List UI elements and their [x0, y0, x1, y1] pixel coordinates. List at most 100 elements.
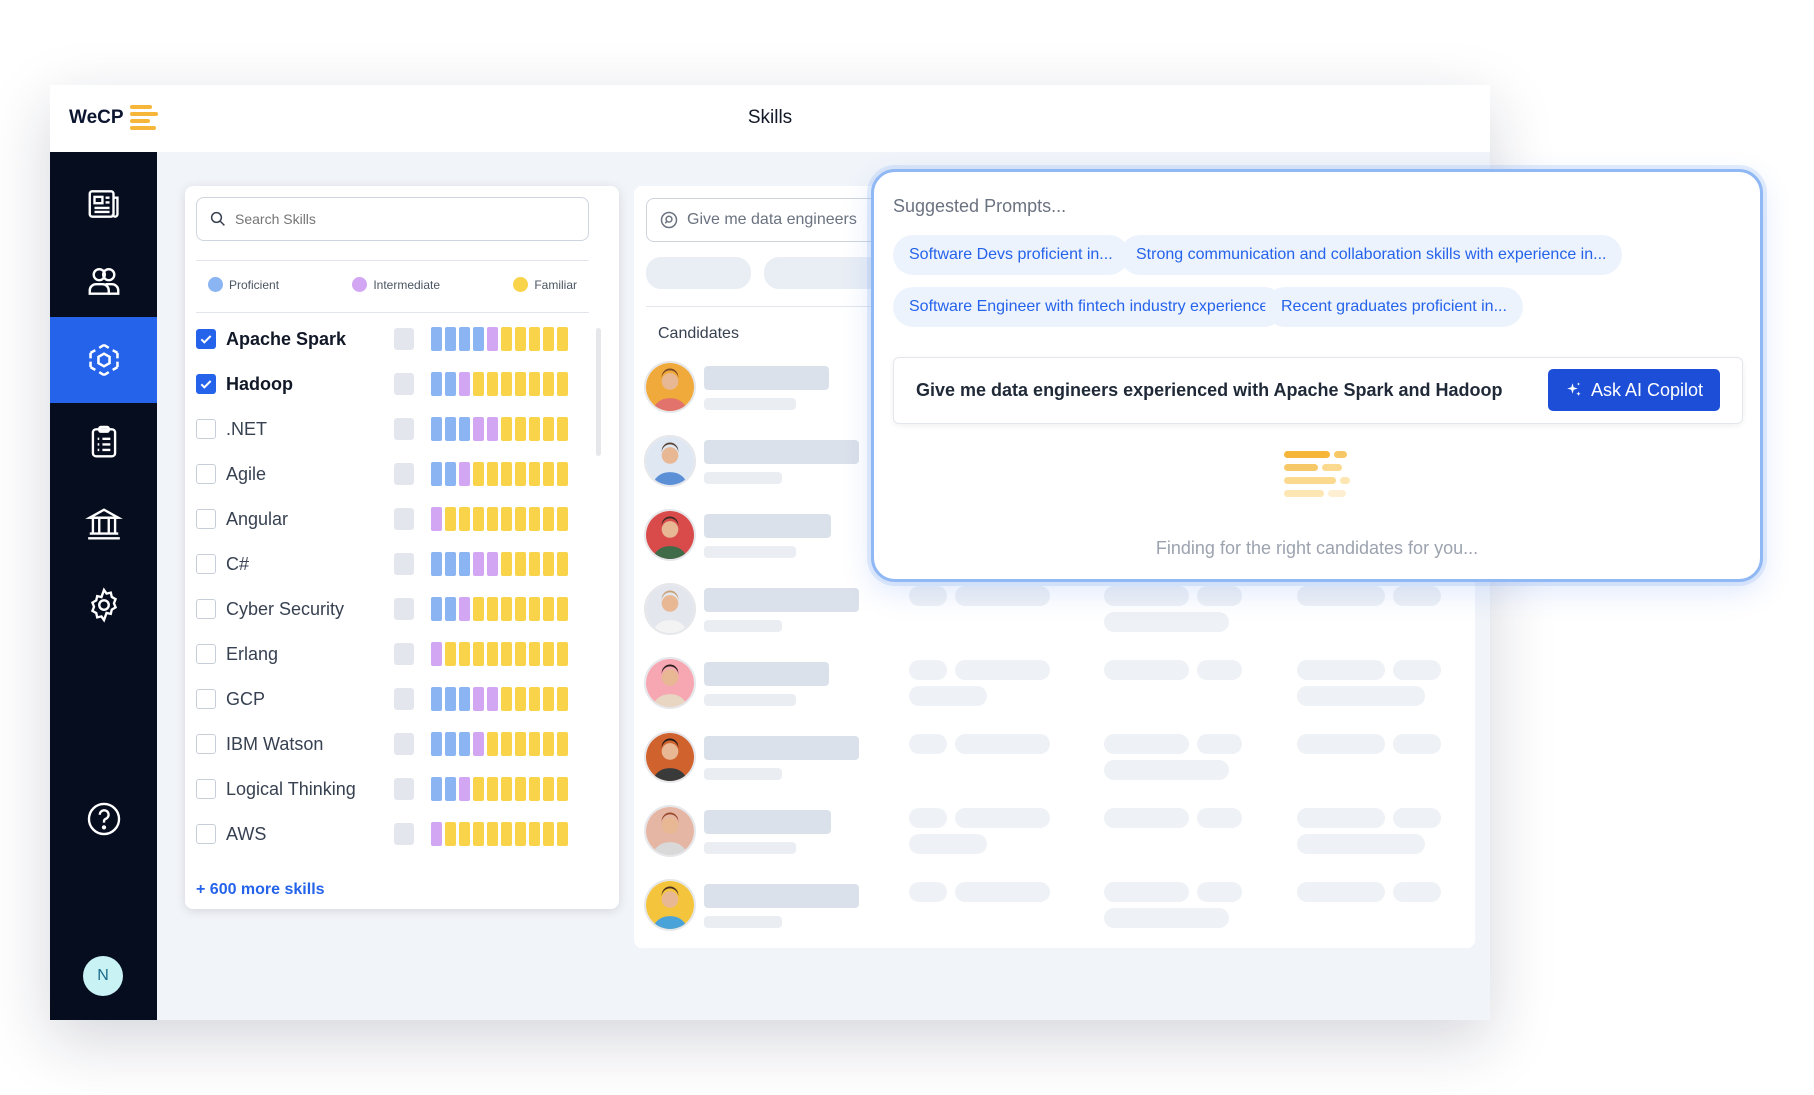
skills-search-input[interactable]: [235, 211, 535, 227]
skill-checkbox[interactable]: [196, 374, 216, 394]
skills-search-box[interactable]: [196, 197, 589, 241]
candidate-avatar[interactable]: [644, 879, 696, 931]
skill-level-toggle[interactable]: [394, 778, 414, 800]
level-segment: [529, 732, 540, 756]
skill-level-toggle[interactable]: [394, 373, 414, 395]
level-segment: [557, 822, 568, 846]
skill-name: Erlang: [226, 643, 279, 664]
candidate-avatar[interactable]: [644, 583, 696, 635]
skill-row[interactable]: Logical Thinking: [196, 774, 606, 804]
skill-checkbox[interactable]: [196, 734, 216, 754]
level-segment: [445, 642, 456, 666]
candidate-detail-placeholder: [909, 660, 947, 680]
skill-level-toggle[interactable]: [394, 508, 414, 530]
candidate-search-box[interactable]: Give me data engineers: [646, 198, 896, 242]
more-skills-link[interactable]: + 600 more skills: [196, 881, 325, 898]
candidate-avatar[interactable]: [644, 361, 696, 413]
skill-level-toggle[interactable]: [394, 823, 414, 845]
level-segment: [529, 687, 540, 711]
skill-checkbox[interactable]: [196, 554, 216, 574]
nav-skills[interactable]: [50, 317, 157, 403]
level-segment: [543, 372, 554, 396]
candidate-detail-placeholder: [1393, 882, 1441, 902]
skill-level-toggle[interactable]: [394, 643, 414, 665]
level-segment: [543, 642, 554, 666]
divider: [196, 312, 589, 313]
skill-level-toggle[interactable]: [394, 733, 414, 755]
candidate-avatar[interactable]: [644, 509, 696, 561]
level-segment: [501, 732, 512, 756]
copilot-query-box[interactable]: Give me data engineers experienced with …: [893, 357, 1743, 424]
skill-row[interactable]: Cyber Security: [196, 594, 606, 624]
level-segment: [529, 507, 540, 531]
skill-row[interactable]: Agile: [196, 459, 606, 489]
candidate-subtitle-placeholder: [704, 620, 782, 632]
skill-name: AWS: [226, 823, 267, 844]
level-segment: [543, 687, 554, 711]
skill-row[interactable]: C#: [196, 549, 606, 579]
level-segment: [445, 732, 456, 756]
skill-level-toggle[interactable]: [394, 688, 414, 710]
scrollbar[interactable]: [596, 328, 601, 456]
copilot-query-text[interactable]: Give me data engineers experienced with …: [916, 380, 1503, 400]
nav-tasks[interactable]: [50, 399, 157, 485]
candidate-detail-placeholder: [955, 882, 1050, 902]
nav-institution[interactable]: [50, 481, 157, 567]
level-segment: [473, 507, 484, 531]
skill-level-bars: [431, 687, 568, 711]
level-segment: [515, 687, 526, 711]
suggested-prompt-chip[interactable]: Software Engineer with fintech industry …: [893, 287, 1285, 327]
candidate-avatar[interactable]: [644, 731, 696, 783]
level-segment: [543, 327, 554, 351]
skills-hub-icon: [88, 343, 119, 377]
nav-settings[interactable]: [50, 562, 157, 648]
wecp-logo[interactable]: WeCP: [69, 105, 158, 130]
candidate-detail-placeholder: [1104, 760, 1229, 780]
user-avatar[interactable]: N: [83, 956, 123, 996]
level-segment: [445, 507, 456, 531]
skill-level-toggle[interactable]: [394, 598, 414, 620]
skill-level-toggle[interactable]: [394, 328, 414, 350]
skill-level-toggle[interactable]: [394, 553, 414, 575]
skill-row[interactable]: .NET: [196, 414, 606, 444]
skill-checkbox[interactable]: [196, 464, 216, 484]
skill-level-bars: [431, 462, 568, 486]
candidate-subtitle-placeholder: [704, 842, 796, 854]
level-segment: [431, 552, 442, 576]
skill-checkbox[interactable]: [196, 509, 216, 529]
skill-level-toggle[interactable]: [394, 418, 414, 440]
candidate-avatar[interactable]: [644, 435, 696, 487]
skill-checkbox[interactable]: [196, 599, 216, 619]
candidate-avatar[interactable]: [644, 805, 696, 857]
skill-name: Angular: [226, 508, 289, 529]
skill-row[interactable]: Hadoop: [196, 369, 606, 399]
skill-row[interactable]: Erlang: [196, 639, 606, 669]
skill-checkbox[interactable]: [196, 329, 216, 349]
candidate-avatar[interactable]: [644, 657, 696, 709]
suggested-prompt-chip[interactable]: Strong communication and collaboration s…: [1120, 235, 1623, 275]
suggested-prompt-chip[interactable]: Recent graduates proficient in...: [1265, 287, 1523, 327]
nav-users[interactable]: [50, 238, 157, 324]
skill-name: C#: [226, 553, 250, 574]
skill-level-toggle[interactable]: [394, 463, 414, 485]
nav-documents[interactable]: [50, 161, 157, 247]
filter-pill[interactable]: [646, 257, 751, 289]
skill-checkbox[interactable]: [196, 419, 216, 439]
level-segment: [501, 822, 512, 846]
skill-row[interactable]: AWS: [196, 819, 606, 849]
skill-checkbox[interactable]: [196, 779, 216, 799]
skill-checkbox[interactable]: [196, 824, 216, 844]
filter-pill[interactable]: [764, 257, 884, 289]
skill-checkbox[interactable]: [196, 644, 216, 664]
ask-ai-copilot-button[interactable]: Ask AI Copilot: [1548, 369, 1720, 411]
suggested-prompt-chip[interactable]: Software Devs proficient in...: [893, 235, 1129, 275]
skill-row[interactable]: Apache Spark: [196, 324, 606, 354]
level-segment: [431, 822, 442, 846]
level-segment: [459, 642, 470, 666]
nav-help[interactable]: [50, 776, 157, 862]
skill-row[interactable]: GCP: [196, 684, 606, 714]
skill-row[interactable]: IBM Watson: [196, 729, 606, 759]
skill-row[interactable]: Angular: [196, 504, 606, 534]
candidate-name-placeholder: [704, 662, 829, 686]
skill-checkbox[interactable]: [196, 689, 216, 709]
